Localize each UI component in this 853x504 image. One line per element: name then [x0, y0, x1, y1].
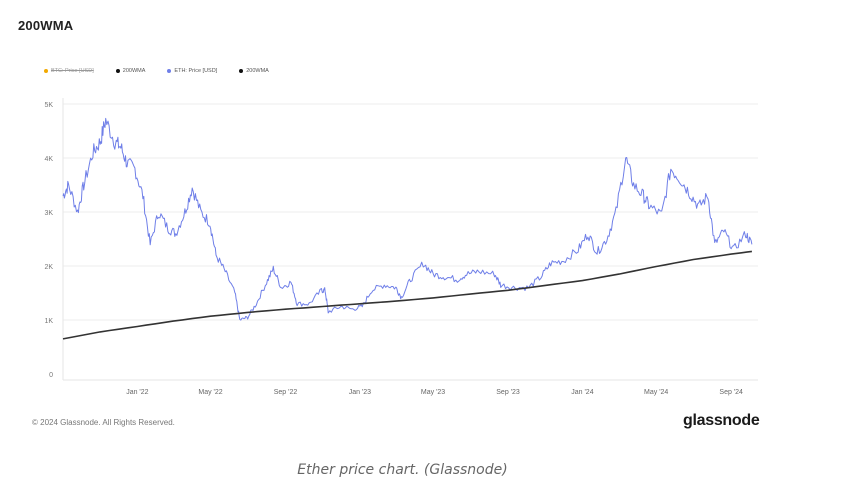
x-tick-label: May '23 — [421, 389, 445, 396]
x-tick-label: Sep '22 — [274, 389, 298, 396]
x-tick-label: May '22 — [198, 389, 222, 396]
y-tick-label: 1K — [44, 318, 53, 325]
legend-label: ETH: Price [USD] — [174, 68, 218, 74]
chart-legend: BTC: Price [USD] 200WMA ETH: Price [USD]… — [44, 68, 269, 74]
legend-dot-icon — [115, 69, 120, 73]
legend-label: 200WMA — [246, 68, 269, 74]
legend-dot-icon — [239, 69, 244, 73]
legend-item-btc-price[interactable]: BTC: Price [USD] — [44, 68, 94, 74]
legend-dot-icon — [167, 69, 172, 73]
y-tick-label: 3K — [44, 210, 53, 217]
legend-item-btc-200wma[interactable]: 200WMA — [115, 68, 146, 74]
glassnode-logo[interactable]: glassnode — [683, 412, 760, 429]
x-tick-label: Sep '24 — [719, 389, 743, 396]
chart-title: 200WMA — [18, 18, 74, 33]
x-tick-label: May '24 — [644, 389, 668, 396]
eth-price-line — [62, 117, 753, 321]
legend-label: BTC: Price [USD] — [51, 68, 94, 74]
legend-item-eth-200wma[interactable]: 200WMA — [239, 68, 269, 74]
copyright-text: © 2024 Glassnode. All Rights Reserved. — [32, 418, 175, 427]
legend-item-eth-price[interactable]: ETH: Price [USD] — [167, 68, 217, 74]
y-tick-label: 0 — [49, 372, 53, 379]
chart-card — [18, 14, 788, 444]
y-tick-label: 5K — [44, 102, 53, 109]
x-tick-label: Jan '24 — [571, 389, 593, 396]
x-tick-label: Sep '23 — [496, 389, 520, 396]
x-tick-label: Jan '22 — [126, 389, 148, 396]
x-tick-label: Jan '23 — [349, 389, 371, 396]
legend-label: 200WMA — [122, 68, 146, 74]
y-tick-label: 4K — [44, 156, 53, 163]
legend-dot-icon — [44, 69, 48, 73]
eth-200wma-line — [62, 250, 753, 340]
figure-caption: Ether price chart. (Glassnode) — [297, 462, 508, 478]
y-tick-label: 2K — [44, 264, 53, 271]
